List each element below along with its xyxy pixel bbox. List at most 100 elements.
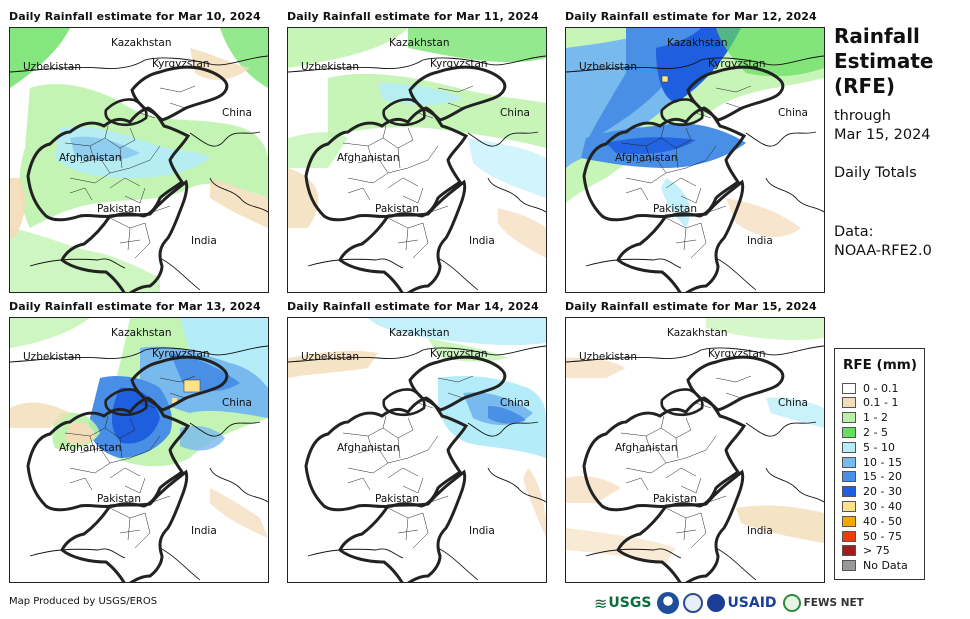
legend-swatch [842,412,856,424]
panel-1-title: Daily Rainfall estimate for Mar 10, 2024 [9,10,261,23]
legend-label: 2 - 5 [863,425,888,439]
noaa-logo-icon [657,592,680,614]
rainfall-map-mar-13 [9,317,269,583]
legend-label: 50 - 75 [863,529,902,543]
legend-label: No Data [863,559,908,573]
country-label-kyrgyzstan: Kyrgyzstan [152,348,210,360]
legend-title: RFE (mm) [843,357,918,373]
panel-5-title: Daily Rainfall estimate for Mar 14, 2024 [287,300,539,313]
country-label-kazakhstan: Kazakhstan [389,37,450,49]
country-label-india: India [191,525,217,537]
legend-item: 5 - 10 [842,440,895,454]
country-label-uzbekistan: Uzbekistan [579,351,637,363]
legend-item: 40 - 50 [842,514,902,528]
country-label-uzbekistan: Uzbekistan [23,61,81,73]
panel-6-title: Daily Rainfall estimate for Mar 15, 2024 [565,300,817,313]
map-credit: Map Produced by USGS/EROS [9,596,158,607]
country-label-afghanistan: Afghanistan [337,152,400,164]
country-label-pakistan: Pakistan [375,493,419,505]
title-line-3: (RFE) [834,74,896,98]
country-label-pakistan: Pakistan [653,493,697,505]
title-line-2: Estimate [834,49,934,73]
legend-item: 1 - 2 [842,411,888,425]
country-label-china: China [500,107,530,119]
legend-item: 15 - 20 [842,470,902,484]
country-label-uzbekistan: Uzbekistan [301,61,359,73]
map-svg [10,28,268,292]
country-label-india: India [469,235,495,247]
legend-swatch [842,426,856,438]
title-block: Rainfall Estimate (RFE) through Mar 15, … [834,24,964,261]
country-label-kazakhstan: Kazakhstan [389,327,450,339]
rainfall-map-mar-14 [287,317,547,583]
legend-swatch [842,441,856,453]
country-label-pakistan: Pakistan [97,203,141,215]
legend-label: 0 - 0.1 [863,381,899,395]
legend-item: 2 - 5 [842,425,888,439]
rainfall-map-mar-11 [287,27,547,293]
country-label-afghanistan: Afghanistan [59,442,122,454]
legend-item: 10 - 15 [842,455,902,469]
legend-label: 1 - 2 [863,411,888,425]
country-label-kyrgyzstan: Kyrgyzstan [430,58,488,70]
legend-swatch [842,397,856,409]
logo-strip: ≋ USGS USAID FEWS NET [594,591,864,615]
country-label-china: China [500,397,530,409]
country-label-china: China [222,397,252,409]
legend-label: 40 - 50 [863,514,902,528]
legend-item: > 75 [842,544,890,558]
country-label-uzbekistan: Uzbekistan [23,351,81,363]
title-line-1: Rainfall [834,24,920,48]
legend-item: No Data [842,559,908,573]
legend-label: 5 - 10 [863,440,895,454]
legend-item: 50 - 75 [842,529,902,543]
legend-swatch [842,471,856,483]
country-label-kazakhstan: Kazakhstan [667,327,728,339]
through-label: through [834,108,891,124]
rainfall-map-mar-12 [565,27,825,293]
legend-swatch [842,560,856,572]
country-label-china: China [222,107,252,119]
legend-swatch [842,515,856,527]
country-label-pakistan: Pakistan [375,203,419,215]
country-label-india: India [747,525,773,537]
legend-label: 15 - 20 [863,470,902,484]
country-label-india: India [469,525,495,537]
map-svg [566,318,824,582]
map-svg [288,28,546,292]
legend-label: 30 - 40 [863,499,902,513]
panel-3-title: Daily Rainfall estimate for Mar 12, 2024 [565,10,817,23]
dhs-seal-icon [683,593,704,613]
legend-item: 20 - 30 [842,485,902,499]
country-label-afghanistan: Afghanistan [59,152,122,164]
country-label-india: India [747,235,773,247]
legend-label: > 75 [863,544,890,558]
legend-swatch [842,382,856,394]
fews-net-logo: FEWS NET [803,597,864,609]
fews-globe-icon [782,594,801,612]
country-label-china: China [778,107,808,119]
totals-label: Daily Totals [834,165,917,181]
usaid-logo: USAID [727,595,777,611]
legend-swatch [842,486,856,498]
country-label-uzbekistan: Uzbekistan [301,351,359,363]
legend-swatch [842,545,856,557]
legend-item: 0.1 - 1 [842,396,898,410]
data-source: NOAA-RFE2.0 [834,243,932,259]
legend-swatch [842,456,856,468]
map-svg [10,318,268,582]
legend-label: 0.1 - 1 [863,396,899,410]
country-label-pakistan: Pakistan [653,203,697,215]
usaid-logo-icon [707,594,726,612]
end-date: Mar 15, 2024 [834,127,931,143]
country-label-uzbekistan: Uzbekistan [579,61,637,73]
country-label-afghanistan: Afghanistan [337,442,400,454]
country-label-kyrgyzstan: Kyrgyzstan [708,348,766,360]
usgs-logo: ≋ USGS [594,593,652,613]
country-label-kyrgyzstan: Kyrgyzstan [152,58,210,70]
legend-label: 20 - 30 [863,485,902,499]
rainfall-map-mar-15 [565,317,825,583]
country-label-kazakhstan: Kazakhstan [111,37,172,49]
legend-swatch [842,500,856,512]
